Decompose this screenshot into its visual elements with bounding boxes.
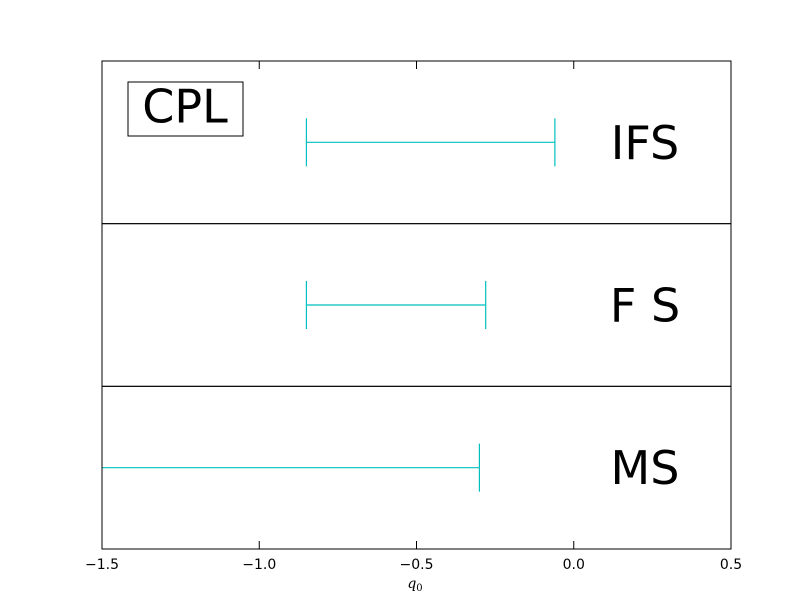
- panel-label: MS: [611, 441, 680, 495]
- plot-area: [102, 118, 556, 492]
- x-axis-label-sub: 0: [416, 583, 422, 594]
- x-tick-label: −0.5: [400, 557, 434, 573]
- x-tick-label: −1.5: [85, 557, 119, 573]
- x-tick-label: −1.0: [242, 557, 276, 573]
- panel-label: IFS: [611, 116, 679, 170]
- legend-text: CPL: [142, 80, 228, 134]
- x-axis-label: q0: [407, 576, 422, 594]
- x-axis-label-base: q: [407, 576, 416, 592]
- x-tick-label: 0.0: [563, 557, 585, 573]
- panel-label: F S: [610, 279, 680, 333]
- x-tick-label: 0.5: [720, 557, 742, 573]
- legend-box: [127, 81, 244, 137]
